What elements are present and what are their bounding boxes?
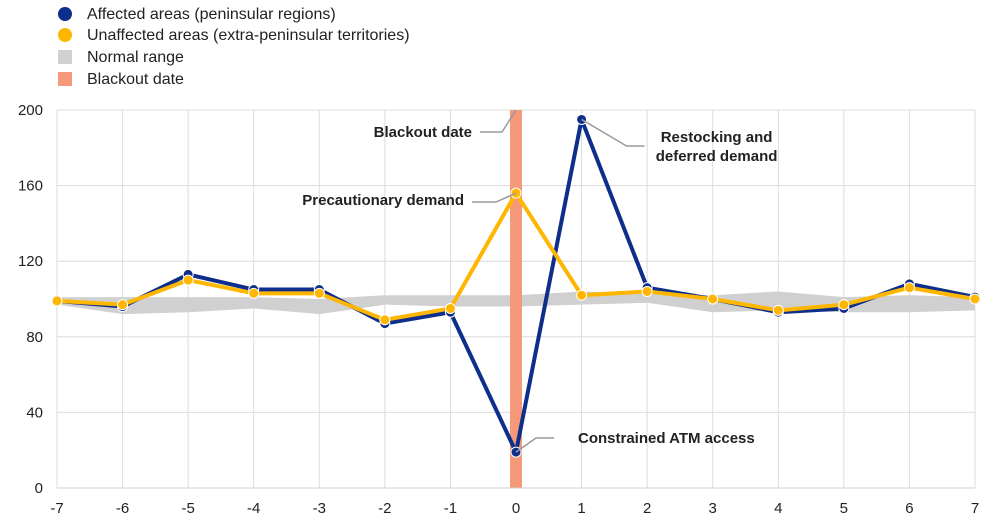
x-tick-label-2: 2 [643,500,651,517]
precautionary-annotation-leader [472,192,517,203]
blackout-annotation-leader [480,109,517,133]
blackout-annotation-label: Blackout date [374,124,472,141]
series-1-point--3 [313,287,325,299]
x-tick-label--1: -1 [444,500,457,517]
x-tick-label-6: 6 [905,500,913,517]
series-1-point-6 [903,282,915,294]
blackout-bar [510,110,522,488]
x-tick-label-0: 0 [512,500,520,517]
restocking-annotation-leader [581,118,645,147]
atm-annotation-label: Constrained ATM access [578,430,755,447]
y-tick-label-40: 40 [26,404,43,421]
legend: Affected areas (peninsular regions) Unaf… [58,6,410,88]
series-1-point-7 [969,293,981,305]
series-1-point--6 [117,299,129,311]
y-tick-label-160: 160 [18,178,43,195]
legend-marker-normal-range [58,50,72,64]
atm-annotation-leader [515,437,554,453]
y-tick-label-0: 0 [35,480,43,497]
x-tick-label--3: -3 [313,500,326,517]
legend-marker-unaffected [58,28,72,42]
series-1-point-4 [772,304,784,316]
legend-label-blackout: Blackout date [87,71,184,88]
x-tick-label--6: -6 [116,500,129,517]
series-1-point--4 [248,287,260,299]
legend-marker-affected [58,7,72,21]
series-1-point--7 [51,295,63,307]
x-tick-label-1: 1 [577,500,585,517]
x-tick-label--7: -7 [50,500,63,517]
legend-label-affected: Affected areas (peninsular regions) [87,6,336,23]
series-1-point-3 [707,293,719,305]
x-tick-label--4: -4 [247,500,260,517]
series-1-point-5 [838,299,850,311]
x-tick-label--2: -2 [378,500,391,517]
legend-label-unaffected: Unaffected areas (extra-peninsular terri… [87,27,410,44]
y-tick-label-80: 80 [26,329,43,346]
precautionary-annotation-label: Precautionary demand [302,192,464,209]
series-1-point--1 [444,302,456,314]
series-1-point--5 [182,274,194,286]
blackout-layer [510,110,522,488]
y-tick-label-200: 200 [18,102,43,119]
x-tick-label-7: 7 [971,500,979,517]
restocking-annotation-label-line2: deferred demand [656,148,778,165]
annotations: Blackout date Precautionary demand Restock… [302,109,778,453]
series-1-point-2 [641,285,653,297]
axes: 0 40 80 120 160 200 -7 -6 -5 -4 -3 -2 -1 0 1 2 3 4 5 6 7 [18,102,979,517]
series-1-point--2 [379,314,391,326]
series-1-point-1 [576,289,588,301]
x-tick-label-4: 4 [774,500,782,517]
x-tick-label--5: -5 [181,500,194,517]
legend-label-normal-range: Normal range [87,49,184,66]
x-tick-label-5: 5 [840,500,848,517]
restocking-annotation-label-line1: Restocking and [661,129,773,146]
legend-marker-blackout [58,72,72,86]
y-tick-label-120: 120 [18,253,43,270]
x-tick-label-3: 3 [709,500,717,517]
